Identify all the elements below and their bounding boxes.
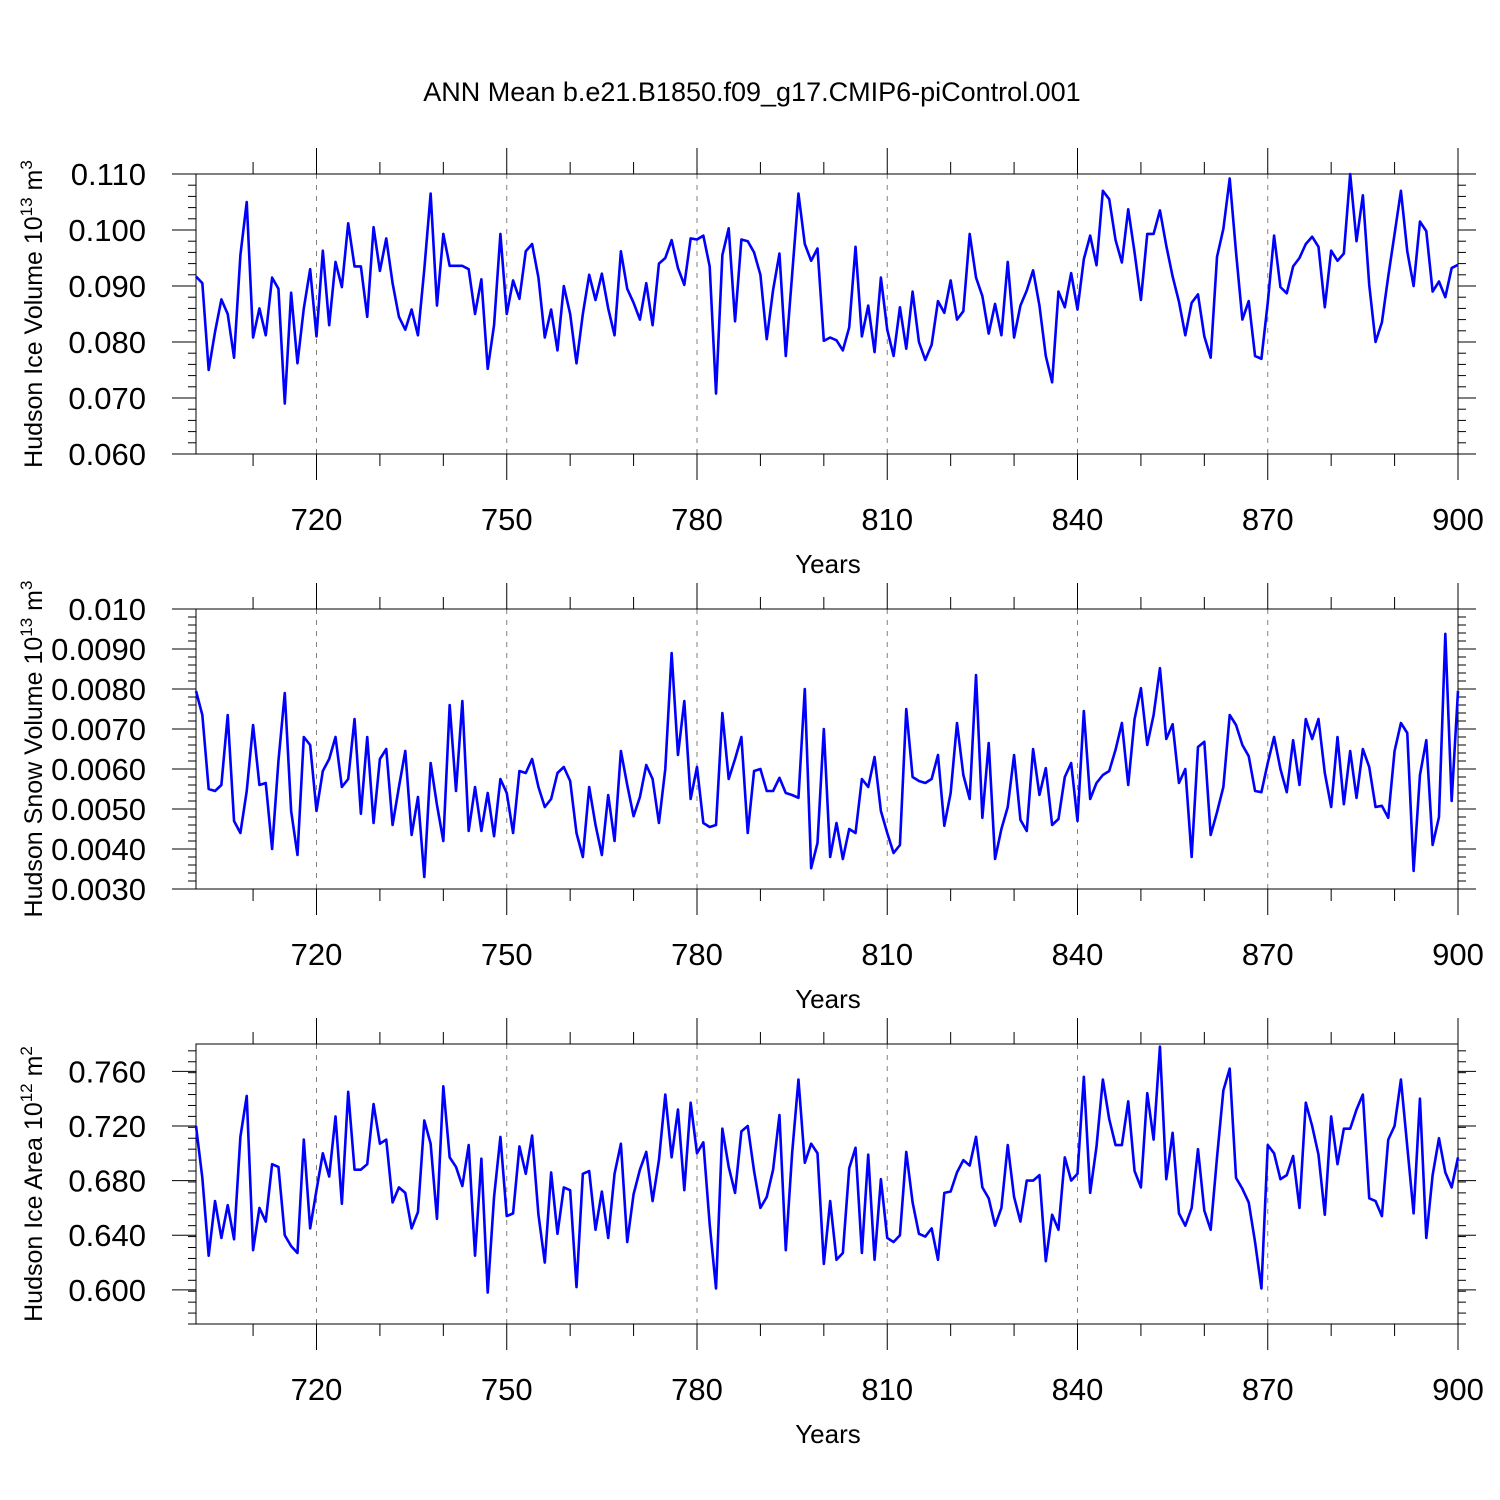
plot-frame [195,1043,1459,1325]
x-axis-label: Years [795,1419,861,1449]
series-line-snow-volume [194,632,1460,879]
x-tick-label: 810 [861,1372,913,1407]
x-tick-label: 840 [1052,937,1104,972]
y-tick-label: 0.0050 [51,792,146,827]
y-tick-label: 0.600 [68,1273,146,1308]
series-line-ice-volume [195,172,1459,405]
x-tick-label: 810 [861,937,913,972]
x-tick-label: 780 [671,1372,723,1407]
x-tick-label: 720 [291,1372,343,1407]
chart-title: ANN Mean b.e21.B1850.f09_g17.CMIP6-piCon… [423,77,1080,107]
y-tick-label: 0.0090 [51,632,146,667]
x-tick-label: 870 [1242,1372,1294,1407]
y-tick-label: 0.100 [68,213,146,248]
x-axis-label: Years [795,984,861,1014]
y-tick-label: 0.720 [68,1109,146,1144]
y-tick-label: 0.090 [68,269,146,304]
x-tick-label: 780 [671,502,723,537]
y-tick-label: 0.760 [68,1054,146,1089]
y-tick-label: 0.640 [68,1218,146,1253]
y-tick-label: 0.0080 [51,672,146,707]
y-tick-label: 0.0070 [51,712,146,747]
x-tick-label: 870 [1242,502,1294,537]
x-tick-label: 750 [481,937,533,972]
panel-ice-volume: 720 750 780 810 840 870 900 0.060 0.070 0.080 0.09… [17,148,1484,579]
plot-frame [195,173,1459,455]
y-axis-label: Hudson Ice Volume 1013 m3 [17,160,48,468]
x-tick-label: 840 [1052,1372,1104,1407]
x-tick-label: 870 [1242,937,1294,972]
y-tick-label: 0.0060 [51,752,146,787]
x-axis-label: Years [795,549,861,579]
x-tick-label: 900 [1432,502,1484,537]
series-line-ice-area [194,1045,1460,1294]
y-tick-label: 0.070 [68,381,146,416]
x-tick-label: 750 [481,502,533,537]
y-tick-label: 0.010 [68,592,146,627]
y-tick-label: 0.0030 [51,872,146,907]
y-tick-label: 0.680 [68,1164,146,1199]
x-tick-label: 720 [291,502,343,537]
y-tick-label: 0.060 [68,437,146,472]
y-axis-label: Hudson Ice Area 1012 m2 [17,1046,48,1322]
x-tick-label: 900 [1432,1372,1484,1407]
x-tick-label: 810 [861,502,913,537]
panels-root: 720 750 780 810 840 870 900 0.060 0.070 0.080 0.09… [17,148,1484,1449]
y-axis-label: Hudson Snow Volume 1013 m3 [17,581,48,918]
y-tick-label: 0.080 [68,325,146,360]
x-tick-label: 720 [291,937,343,972]
x-tick-label: 750 [481,1372,533,1407]
y-tick-label: 0.110 [71,157,146,192]
y-tick-label: 0.0040 [51,832,146,867]
x-tick-label: 900 [1432,937,1484,972]
panel-snow-volume: 720 750 780 810 840 870 900 0.0030 0.0040 0.0050 0… [17,581,1484,1014]
plot-frame [195,608,1459,890]
x-tick-label: 840 [1052,502,1104,537]
panel-ice-area: 720 750 780 810 840 870 900 0.600 0.640 0.680 0.72… [17,1018,1484,1449]
x-tick-label: 780 [671,937,723,972]
